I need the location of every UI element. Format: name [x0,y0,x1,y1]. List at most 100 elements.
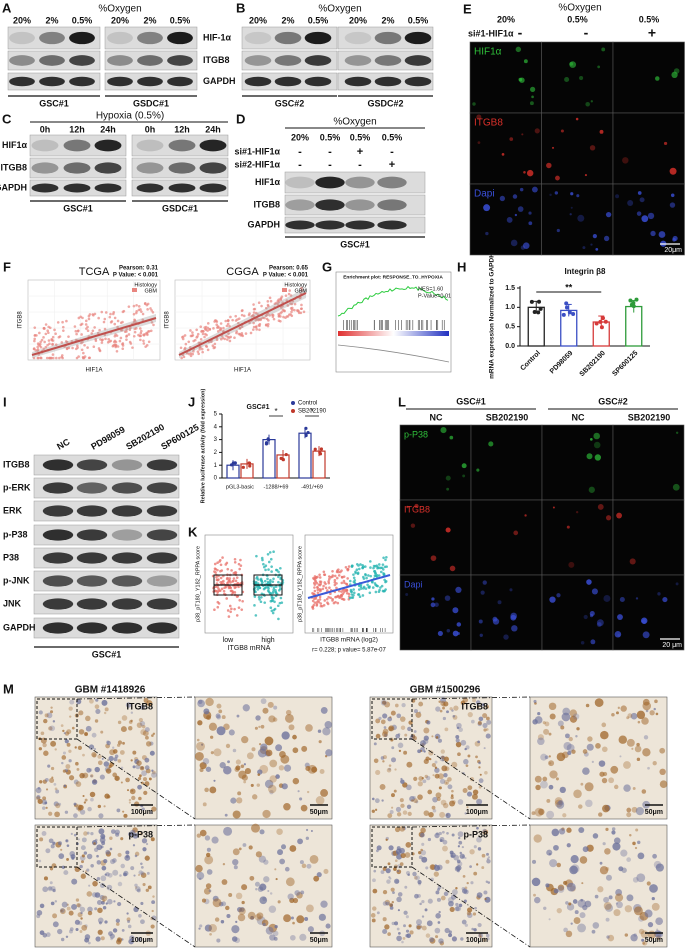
scatter-dot [196,350,200,353]
scatter-dot [50,356,53,360]
cell [452,607,459,614]
jitter-dot [228,577,232,580]
scatter-dot [150,321,154,324]
cell [390,887,395,892]
cell [579,76,584,81]
scatter-dot [249,331,253,335]
blot-band [137,76,163,87]
cell [549,770,558,779]
lane-label: 2% [143,15,156,25]
scatter-dot [326,602,330,606]
cell [405,593,409,597]
y-axis-label: ITGB8 [18,311,24,329]
cell [663,141,668,146]
cell [106,740,111,746]
cell [66,729,72,735]
scatter-dot [348,596,352,600]
cell [265,749,273,757]
cell [659,747,666,754]
scatter-dot [146,302,150,306]
cell [84,798,88,802]
cell [73,779,79,785]
scatter-dot [44,323,48,326]
cell [596,619,604,627]
cell [228,729,235,736]
cell [120,863,125,869]
cell [531,95,534,99]
cell [415,711,422,718]
cell [91,751,97,758]
cell [654,930,662,938]
cell [38,859,42,863]
cell [477,922,482,928]
cell [457,752,461,757]
cell [421,776,425,780]
lane-label: 0h [145,124,156,134]
blot-strip [284,171,426,194]
cell [237,906,243,913]
scatter-dot [54,343,58,346]
scatter-dot [51,342,54,346]
cell [103,805,106,808]
scatter-dot [269,299,273,303]
jitter-dot [260,595,263,599]
cell [54,748,57,751]
cell [202,802,207,807]
jitter-dot [253,595,257,598]
scatter-dot [379,570,383,574]
cell [100,730,104,734]
y-axis-label: Relative luciferase activity (fold expre… [200,389,206,504]
cell [299,860,304,865]
y-tick-label: 0.5 [505,324,515,331]
scatter-dot [361,594,365,597]
cell [289,897,295,903]
scatter-dot [149,307,152,310]
cell [431,597,435,601]
jitter-dot [270,565,273,568]
cell [636,211,642,216]
jitter-dot [264,564,268,568]
regression-line [178,292,307,356]
cell [76,767,80,771]
cell [533,699,537,703]
cell [138,717,144,723]
cell [306,790,310,794]
cell [148,777,152,781]
cell [90,774,93,778]
jitter-dot [261,558,264,562]
cell [556,593,561,598]
cell [428,750,434,756]
scatter-dot [140,329,143,333]
cell [543,906,547,910]
cell [385,868,391,874]
jitter-dot [253,604,256,607]
cell [316,872,322,878]
cell [412,736,417,741]
cell [534,775,542,783]
scatter-dot [125,334,129,338]
cell [433,871,439,877]
cell [434,927,441,934]
scatter-dot [118,339,122,343]
lane-label: 0h [40,124,51,134]
cell [144,757,150,763]
scatter-dot [335,595,338,599]
cell [91,779,98,785]
legend-swatch [282,288,287,292]
cell [584,174,587,177]
scatter-dot [202,330,205,333]
scatter-dot [145,344,149,347]
scatter-dot [312,576,315,580]
cell [626,716,630,720]
cell [317,729,322,733]
cell [552,146,555,149]
scatter-dot [318,573,321,577]
cell [97,917,104,924]
cell [573,917,581,925]
cell [466,791,473,797]
scatter-dot [133,330,137,334]
cell [626,894,634,902]
jitter-dot [256,588,260,591]
cell [633,906,643,916]
